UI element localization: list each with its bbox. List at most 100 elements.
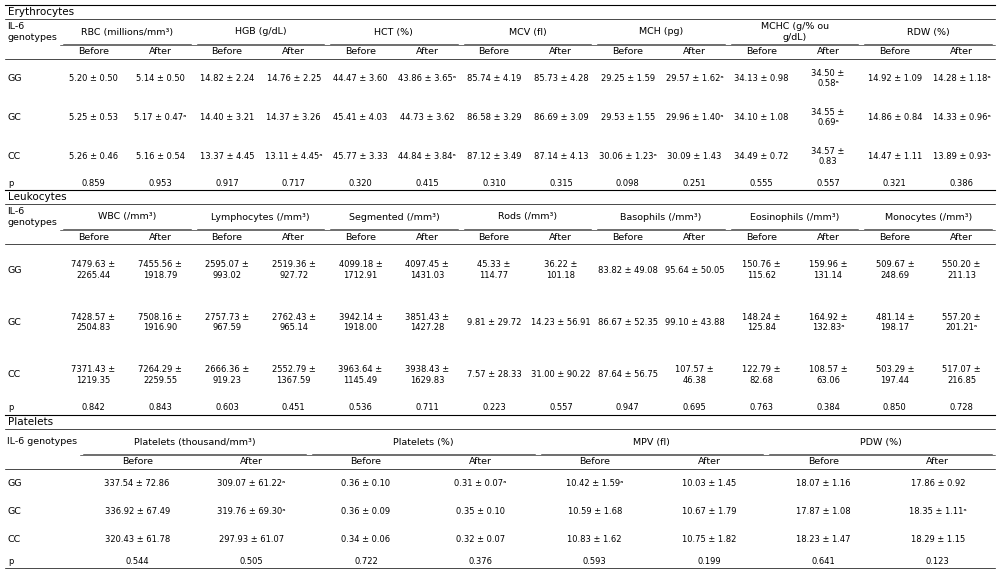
Text: 7455.56 ±
1918.79: 7455.56 ± 1918.79: [138, 261, 182, 280]
Text: 0.947: 0.947: [616, 403, 640, 413]
Text: 30.09 ± 1.43: 30.09 ± 1.43: [667, 152, 722, 161]
Text: After: After: [549, 48, 572, 57]
Text: 0.32 ± 0.07: 0.32 ± 0.07: [456, 535, 505, 544]
Text: 2595.07 ±
993.02: 2595.07 ± 993.02: [205, 261, 249, 280]
Text: 0.199: 0.199: [697, 556, 721, 566]
Text: 5.17 ± 0.47ᵃ: 5.17 ± 0.47ᵃ: [134, 113, 186, 122]
Text: 0.557: 0.557: [549, 403, 573, 413]
Text: 86.67 ± 52.35: 86.67 ± 52.35: [598, 318, 658, 327]
Text: 0.320: 0.320: [349, 179, 372, 187]
Text: 18.29 ± 1.15: 18.29 ± 1.15: [911, 535, 965, 544]
Text: Monocytes (/mm³): Monocytes (/mm³): [885, 213, 972, 222]
Text: 503.29 ±
197.44: 503.29 ± 197.44: [876, 365, 914, 384]
Text: 0.722: 0.722: [354, 556, 378, 566]
Text: Before: Before: [808, 457, 839, 466]
Text: 17.87 ± 1.08: 17.87 ± 1.08: [796, 507, 851, 516]
Text: 517.07 ±
216.85: 517.07 ± 216.85: [942, 365, 981, 384]
Text: 7371.43 ±
1219.35: 7371.43 ± 1219.35: [71, 365, 115, 384]
Text: IL-6 genotypes: IL-6 genotypes: [7, 438, 77, 446]
Text: 0.711: 0.711: [415, 403, 439, 413]
Text: PDW (%): PDW (%): [860, 438, 902, 446]
Text: 2666.36 ±
919.23: 2666.36 ± 919.23: [205, 365, 249, 384]
Text: 34.55 ±
0.69ᵃ: 34.55 ± 0.69ᵃ: [811, 108, 845, 127]
Text: 3942.14 ±
1918.00: 3942.14 ± 1918.00: [339, 313, 382, 332]
Text: Before: Before: [479, 48, 510, 57]
Text: 0.386: 0.386: [950, 179, 974, 187]
Text: Before: Before: [579, 457, 610, 466]
Text: p: p: [8, 403, 13, 413]
Text: GC: GC: [8, 507, 22, 516]
Text: 14.76 ± 2.25: 14.76 ± 2.25: [267, 74, 321, 83]
Text: Rods (/mm³): Rods (/mm³): [498, 213, 557, 222]
Text: Before: Before: [879, 233, 910, 241]
Text: 2519.36 ±
927.72: 2519.36 ± 927.72: [272, 261, 316, 280]
Text: Before: Before: [211, 48, 242, 57]
Text: 0.850: 0.850: [883, 403, 907, 413]
Text: 159.96 ±
131.14: 159.96 ± 131.14: [809, 261, 847, 280]
Text: Erythrocytes: Erythrocytes: [8, 7, 74, 17]
Text: 45.77 ± 3.33: 45.77 ± 3.33: [333, 152, 388, 161]
Text: 3938.43 ±
1629.83: 3938.43 ± 1629.83: [405, 365, 449, 384]
Text: 9.81 ± 29.72: 9.81 ± 29.72: [467, 318, 521, 327]
Text: Before: Before: [345, 233, 376, 241]
Text: MPV (fl): MPV (fl): [633, 438, 670, 446]
Text: 2762.43 ±
965.14: 2762.43 ± 965.14: [272, 313, 316, 332]
Text: 44.47 ± 3.60: 44.47 ± 3.60: [333, 74, 388, 83]
Text: Lymphocytes (/mm³): Lymphocytes (/mm³): [211, 213, 310, 222]
Text: 0.36 ± 0.10: 0.36 ± 0.10: [341, 478, 390, 488]
Text: 122.79 ±
82.68: 122.79 ± 82.68: [742, 365, 781, 384]
Text: 0.223: 0.223: [482, 403, 506, 413]
Text: 0.717: 0.717: [282, 179, 306, 187]
Text: 297.93 ± 61.07: 297.93 ± 61.07: [219, 535, 284, 544]
Text: Before: Before: [879, 48, 910, 57]
Text: 0.376: 0.376: [468, 556, 492, 566]
Text: 99.10 ± 43.88: 99.10 ± 43.88: [665, 318, 724, 327]
Text: Leukocytes: Leukocytes: [8, 192, 67, 202]
Text: 0.842: 0.842: [82, 403, 105, 413]
Text: 86.69 ± 3.09: 86.69 ± 3.09: [534, 113, 588, 122]
Text: 14.82 ± 2.24: 14.82 ± 2.24: [200, 74, 254, 83]
Text: GG: GG: [8, 478, 22, 488]
Text: 0.859: 0.859: [82, 179, 105, 187]
Text: 0.641: 0.641: [812, 556, 835, 566]
Text: 0.123: 0.123: [926, 556, 950, 566]
Text: HCT (%): HCT (%): [374, 28, 413, 37]
Text: 85.74 ± 4.19: 85.74 ± 4.19: [467, 74, 521, 83]
Text: IL-6
genotypes: IL-6 genotypes: [7, 22, 57, 42]
Text: 0.315: 0.315: [549, 179, 573, 187]
Text: 83.82 ± 49.08: 83.82 ± 49.08: [598, 266, 658, 274]
Text: Segmented (/mm³): Segmented (/mm³): [349, 213, 439, 222]
Text: Before: Before: [746, 233, 777, 241]
Text: 34.57 ±
0.83: 34.57 ± 0.83: [811, 147, 845, 166]
Text: 0.763: 0.763: [749, 403, 773, 413]
Text: 0.544: 0.544: [125, 556, 149, 566]
Text: After: After: [149, 233, 172, 241]
Text: 13.89 ± 0.93ᵃ: 13.89 ± 0.93ᵃ: [933, 152, 991, 161]
Text: After: After: [698, 457, 721, 466]
Text: 3851.43 ±
1427.28: 3851.43 ± 1427.28: [405, 313, 449, 332]
Text: 0.557: 0.557: [816, 179, 840, 187]
Text: 3963.64 ±
1145.49: 3963.64 ± 1145.49: [338, 365, 383, 384]
Text: 0.555: 0.555: [749, 179, 773, 187]
Text: After: After: [817, 233, 840, 241]
Text: Before: Before: [746, 48, 777, 57]
Text: Before: Before: [78, 48, 109, 57]
Text: 5.26 ± 0.46: 5.26 ± 0.46: [69, 152, 118, 161]
Text: After: After: [416, 48, 439, 57]
Text: 14.28 ± 1.18ᵃ: 14.28 ± 1.18ᵃ: [933, 74, 990, 83]
Text: 14.23 ± 56.91: 14.23 ± 56.91: [531, 318, 591, 327]
Text: 0.31 ± 0.07ᵃ: 0.31 ± 0.07ᵃ: [454, 478, 507, 488]
Text: 481.14 ±
198.17: 481.14 ± 198.17: [876, 313, 914, 332]
Text: Before: Before: [612, 48, 643, 57]
Text: 31.00 ± 90.22: 31.00 ± 90.22: [531, 370, 591, 379]
Text: After: After: [683, 233, 706, 241]
Text: After: After: [950, 233, 973, 241]
Text: 44.73 ± 3.62: 44.73 ± 3.62: [400, 113, 455, 122]
Text: 0.310: 0.310: [482, 179, 506, 187]
Text: 13.37 ± 4.45: 13.37 ± 4.45: [200, 152, 254, 161]
Text: 150.76 ±
115.62: 150.76 ± 115.62: [742, 261, 781, 280]
Text: 18.07 ± 1.16: 18.07 ± 1.16: [796, 478, 851, 488]
Text: 0.251: 0.251: [683, 179, 706, 187]
Text: 14.33 ± 0.96ᵃ: 14.33 ± 0.96ᵃ: [933, 113, 991, 122]
Text: p: p: [8, 556, 13, 566]
